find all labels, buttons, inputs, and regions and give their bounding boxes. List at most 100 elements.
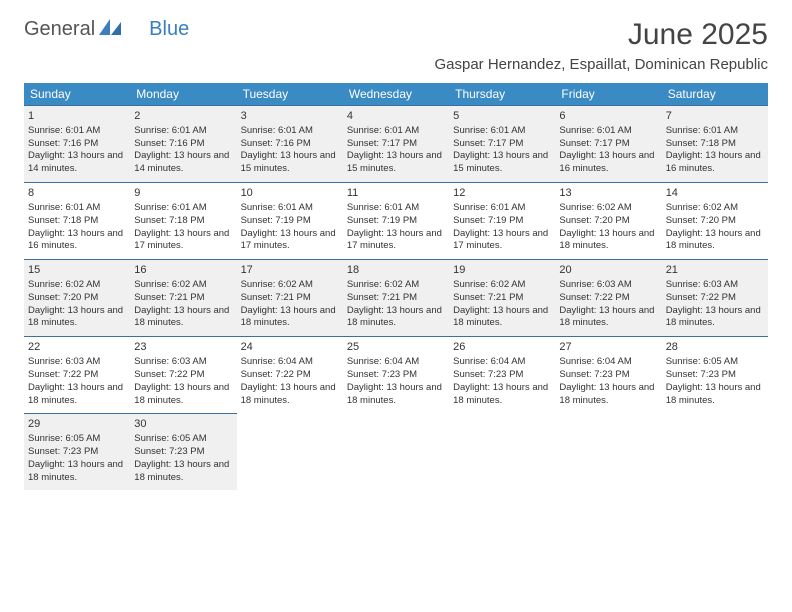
sunset-text: Sunset: 7:23 PM <box>134 446 232 459</box>
sunrise-text: Sunrise: 6:01 AM <box>347 125 445 138</box>
sunrise-text: Sunrise: 6:04 AM <box>453 356 551 369</box>
day-number: 6 <box>559 109 657 124</box>
day-number: 23 <box>134 340 232 355</box>
sunset-text: Sunset: 7:17 PM <box>453 138 551 151</box>
sunset-text: Sunset: 7:20 PM <box>28 292 126 305</box>
daylight-text: Daylight: 13 hours and 18 minutes. <box>347 382 445 408</box>
daylight-text: Daylight: 13 hours and 18 minutes. <box>666 382 764 408</box>
day-number: 19 <box>453 263 551 278</box>
calendar-day-cell: 13Sunrise: 6:02 AMSunset: 7:20 PMDayligh… <box>555 183 661 260</box>
daylight-text: Daylight: 13 hours and 18 minutes. <box>559 305 657 331</box>
sunset-text: Sunset: 7:23 PM <box>347 369 445 382</box>
sunrise-text: Sunrise: 6:05 AM <box>134 433 232 446</box>
sunset-text: Sunset: 7:17 PM <box>559 138 657 151</box>
calendar-day-cell: 25Sunrise: 6:04 AMSunset: 7:23 PMDayligh… <box>343 337 449 414</box>
daylight-text: Daylight: 13 hours and 18 minutes. <box>666 305 764 331</box>
sunrise-text: Sunrise: 6:01 AM <box>666 125 764 138</box>
day-number: 20 <box>559 263 657 278</box>
sunrise-text: Sunrise: 6:03 AM <box>28 356 126 369</box>
calendar-day-cell: 27Sunrise: 6:04 AMSunset: 7:23 PMDayligh… <box>555 337 661 414</box>
daylight-text: Daylight: 13 hours and 18 minutes. <box>559 228 657 254</box>
weekday-header: Wednesday <box>343 83 449 106</box>
sunset-text: Sunset: 7:21 PM <box>241 292 339 305</box>
calendar-day-cell: 14Sunrise: 6:02 AMSunset: 7:20 PMDayligh… <box>662 183 768 260</box>
day-number: 4 <box>347 109 445 124</box>
day-number: 10 <box>241 186 339 201</box>
logo-sail-icon <box>99 18 121 41</box>
daylight-text: Daylight: 13 hours and 18 minutes. <box>134 459 232 485</box>
sunset-text: Sunset: 7:16 PM <box>28 138 126 151</box>
sunrise-text: Sunrise: 6:02 AM <box>559 202 657 215</box>
sunset-text: Sunset: 7:23 PM <box>453 369 551 382</box>
weekday-header: Monday <box>130 83 236 106</box>
sunset-text: Sunset: 7:16 PM <box>134 138 232 151</box>
daylight-text: Daylight: 13 hours and 18 minutes. <box>666 228 764 254</box>
daylight-text: Daylight: 13 hours and 16 minutes. <box>666 150 764 176</box>
sunrise-text: Sunrise: 6:02 AM <box>28 279 126 292</box>
weekday-header: Thursday <box>449 83 555 106</box>
calendar-day-cell: 3Sunrise: 6:01 AMSunset: 7:16 PMDaylight… <box>237 106 343 183</box>
calendar-day-cell: 4Sunrise: 6:01 AMSunset: 7:17 PMDaylight… <box>343 106 449 183</box>
daylight-text: Daylight: 13 hours and 15 minutes. <box>453 150 551 176</box>
daylight-text: Daylight: 13 hours and 15 minutes. <box>241 150 339 176</box>
sunset-text: Sunset: 7:23 PM <box>28 446 126 459</box>
sunrise-text: Sunrise: 6:03 AM <box>134 356 232 369</box>
sunrise-text: Sunrise: 6:04 AM <box>347 356 445 369</box>
sunset-text: Sunset: 7:17 PM <box>347 138 445 151</box>
day-number: 18 <box>347 263 445 278</box>
sunrise-text: Sunrise: 6:01 AM <box>134 202 232 215</box>
weekday-header: Sunday <box>24 83 130 106</box>
calendar-day-cell: 12Sunrise: 6:01 AMSunset: 7:19 PMDayligh… <box>449 183 555 260</box>
calendar-day-cell <box>237 414 343 491</box>
sunrise-text: Sunrise: 6:01 AM <box>28 125 126 138</box>
sunset-text: Sunset: 7:21 PM <box>134 292 232 305</box>
sunrise-text: Sunrise: 6:01 AM <box>347 202 445 215</box>
daylight-text: Daylight: 13 hours and 18 minutes. <box>28 459 126 485</box>
sunset-text: Sunset: 7:18 PM <box>666 138 764 151</box>
calendar-day-cell: 16Sunrise: 6:02 AMSunset: 7:21 PMDayligh… <box>130 260 236 337</box>
day-number: 2 <box>134 109 232 124</box>
sunrise-text: Sunrise: 6:01 AM <box>134 125 232 138</box>
calendar-week-row: 29Sunrise: 6:05 AMSunset: 7:23 PMDayligh… <box>24 414 768 491</box>
calendar-day-cell: 6Sunrise: 6:01 AMSunset: 7:17 PMDaylight… <box>555 106 661 183</box>
sunset-text: Sunset: 7:18 PM <box>28 215 126 228</box>
sunset-text: Sunset: 7:21 PM <box>453 292 551 305</box>
sunset-text: Sunset: 7:19 PM <box>241 215 339 228</box>
calendar-day-cell <box>555 414 661 491</box>
sunrise-text: Sunrise: 6:05 AM <box>666 356 764 369</box>
day-number: 7 <box>666 109 764 124</box>
calendar-day-cell: 11Sunrise: 6:01 AMSunset: 7:19 PMDayligh… <box>343 183 449 260</box>
calendar-day-cell: 28Sunrise: 6:05 AMSunset: 7:23 PMDayligh… <box>662 337 768 414</box>
sunset-text: Sunset: 7:20 PM <box>559 215 657 228</box>
calendar-day-cell: 18Sunrise: 6:02 AMSunset: 7:21 PMDayligh… <box>343 260 449 337</box>
day-number: 27 <box>559 340 657 355</box>
sunset-text: Sunset: 7:18 PM <box>134 215 232 228</box>
calendar-day-cell: 20Sunrise: 6:03 AMSunset: 7:22 PMDayligh… <box>555 260 661 337</box>
sunrise-text: Sunrise: 6:05 AM <box>28 433 126 446</box>
daylight-text: Daylight: 13 hours and 17 minutes. <box>347 228 445 254</box>
sunset-text: Sunset: 7:22 PM <box>666 292 764 305</box>
sunset-text: Sunset: 7:22 PM <box>28 369 126 382</box>
day-number: 5 <box>453 109 551 124</box>
sunset-text: Sunset: 7:23 PM <box>666 369 764 382</box>
calendar-day-cell: 26Sunrise: 6:04 AMSunset: 7:23 PMDayligh… <box>449 337 555 414</box>
location-subtitle: Gaspar Hernandez, Espaillat, Dominican R… <box>24 56 768 73</box>
calendar-day-cell: 1Sunrise: 6:01 AMSunset: 7:16 PMDaylight… <box>24 106 130 183</box>
day-number: 9 <box>134 186 232 201</box>
day-number: 28 <box>666 340 764 355</box>
calendar-day-cell: 23Sunrise: 6:03 AMSunset: 7:22 PMDayligh… <box>130 337 236 414</box>
daylight-text: Daylight: 13 hours and 17 minutes. <box>453 228 551 254</box>
daylight-text: Daylight: 13 hours and 17 minutes. <box>134 228 232 254</box>
calendar-day-cell: 7Sunrise: 6:01 AMSunset: 7:18 PMDaylight… <box>662 106 768 183</box>
weekday-header: Tuesday <box>237 83 343 106</box>
daylight-text: Daylight: 13 hours and 14 minutes. <box>134 150 232 176</box>
calendar-day-cell <box>662 414 768 491</box>
header: General Blue June 2025 <box>24 18 768 52</box>
calendar-day-cell: 29Sunrise: 6:05 AMSunset: 7:23 PMDayligh… <box>24 414 130 491</box>
sunset-text: Sunset: 7:22 PM <box>241 369 339 382</box>
daylight-text: Daylight: 13 hours and 17 minutes. <box>241 228 339 254</box>
sunrise-text: Sunrise: 6:02 AM <box>453 279 551 292</box>
day-number: 16 <box>134 263 232 278</box>
day-number: 26 <box>453 340 551 355</box>
sunrise-text: Sunrise: 6:03 AM <box>559 279 657 292</box>
